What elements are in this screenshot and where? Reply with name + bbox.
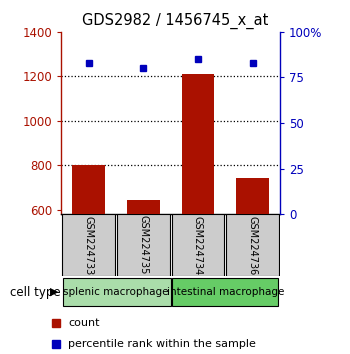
Text: GDS2982 / 1456745_x_at: GDS2982 / 1456745_x_at (82, 12, 268, 29)
Text: GSM224733: GSM224733 (84, 216, 93, 275)
Bar (62, 214, 115, 276)
Text: cell type: cell type (10, 286, 61, 298)
Bar (172, 214, 224, 276)
Text: percentile rank within the sample: percentile rank within the sample (68, 339, 256, 349)
Bar (117, 214, 169, 276)
Bar (236, 178, 269, 214)
Text: count: count (68, 318, 99, 328)
Bar (72, 165, 105, 214)
Bar (127, 200, 160, 214)
Text: intestinal macrophage: intestinal macrophage (167, 287, 284, 297)
Text: ▶: ▶ (50, 287, 58, 297)
Text: GSM224736: GSM224736 (248, 216, 258, 275)
Bar (182, 74, 214, 214)
Text: splenic macrophage: splenic macrophage (63, 287, 169, 297)
Text: GSM224735: GSM224735 (138, 216, 148, 275)
Text: GSM224734: GSM224734 (193, 216, 203, 275)
Bar (226, 214, 279, 276)
Bar (63, 278, 171, 306)
Bar (172, 278, 278, 306)
